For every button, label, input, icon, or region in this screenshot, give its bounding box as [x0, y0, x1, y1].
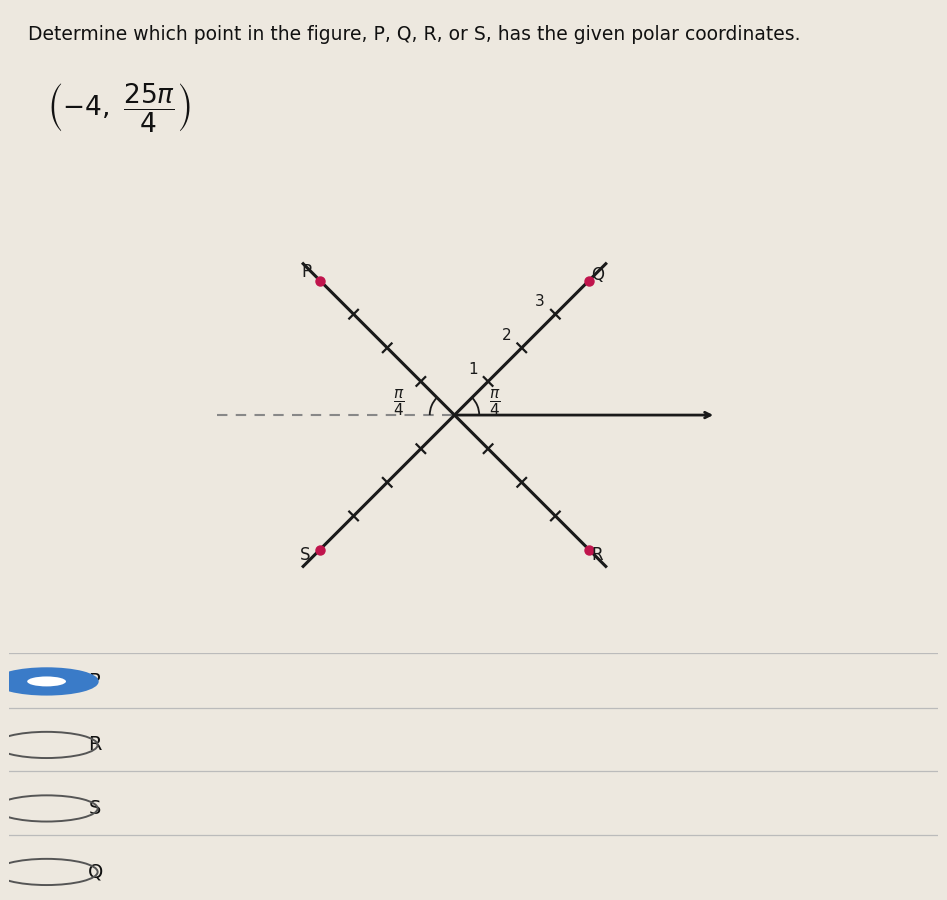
Text: P: P [88, 672, 100, 691]
Text: 2: 2 [502, 328, 511, 343]
Text: S: S [88, 799, 100, 818]
Text: $\dfrac{\pi}{4}$: $\dfrac{\pi}{4}$ [489, 388, 500, 418]
Text: $\left(-4,\ \dfrac{25\pi}{4}\right)$: $\left(-4,\ \dfrac{25\pi}{4}\right)$ [46, 81, 190, 134]
Text: 1: 1 [468, 362, 477, 377]
Text: S: S [299, 546, 310, 564]
Text: R: R [592, 546, 603, 564]
Text: R: R [88, 735, 102, 754]
Circle shape [27, 677, 66, 687]
Text: 3: 3 [535, 294, 545, 310]
Text: Q: Q [591, 266, 604, 284]
Circle shape [0, 669, 98, 695]
Text: Determine which point in the figure, P, Q, R, or S, has the given polar coordina: Determine which point in the figure, P, … [28, 25, 800, 44]
Text: Q: Q [88, 862, 104, 881]
Text: $\dfrac{\pi}{4}$: $\dfrac{\pi}{4}$ [393, 388, 404, 418]
Text: P: P [301, 263, 312, 281]
